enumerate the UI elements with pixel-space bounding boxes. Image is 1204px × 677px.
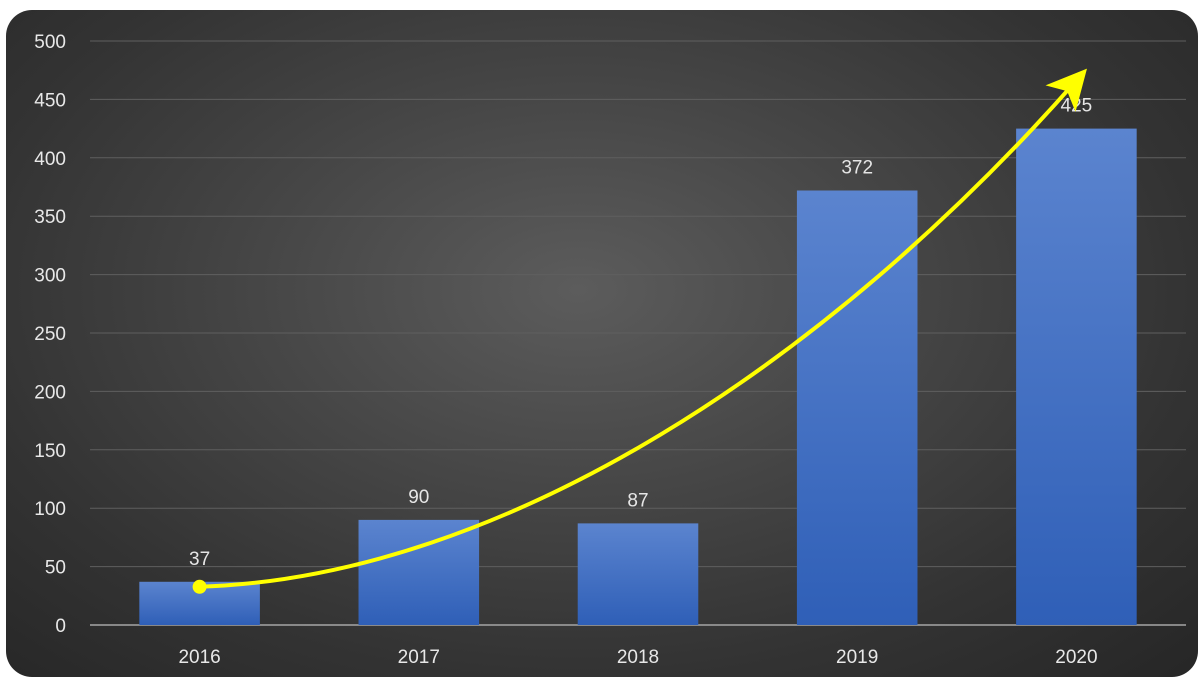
x-tick-label: 2016 bbox=[178, 647, 220, 668]
y-tick-label: 250 bbox=[34, 324, 66, 345]
trend-arrow-start-dot bbox=[192, 579, 207, 594]
data-label: 372 bbox=[841, 158, 873, 179]
data-label: 425 bbox=[1061, 96, 1093, 117]
bar-2020 bbox=[1016, 128, 1137, 625]
y-tick-label: 150 bbox=[34, 441, 66, 462]
data-label: 37 bbox=[189, 549, 210, 570]
x-tick-label: 2020 bbox=[1055, 647, 1097, 668]
y-tick-label: 350 bbox=[34, 207, 66, 228]
y-tick-label: 0 bbox=[55, 616, 66, 637]
trend-arrow-curve bbox=[199, 68, 1087, 589]
bar-2019 bbox=[796, 190, 918, 625]
y-tick-label: 500 bbox=[34, 32, 66, 53]
y-tick-label: 200 bbox=[34, 382, 66, 403]
y-tick-label: 400 bbox=[34, 149, 66, 170]
gridlines bbox=[90, 40, 1186, 626]
y-tick-label: 100 bbox=[34, 499, 66, 520]
data-label: 90 bbox=[408, 487, 429, 508]
chart-card: 0 50 100 150 200 250 300 350 400 450 500 2016 2017 20… bbox=[6, 10, 1198, 677]
y-tick-label: 450 bbox=[34, 90, 66, 111]
bars bbox=[139, 128, 1137, 625]
bar-2018 bbox=[577, 523, 699, 625]
data-label: 87 bbox=[627, 490, 648, 511]
y-tick-label: 300 bbox=[34, 266, 66, 287]
x-tick-label: 2019 bbox=[836, 647, 878, 668]
y-tick-label: 50 bbox=[45, 558, 66, 579]
trend-arrow bbox=[192, 68, 1087, 594]
bar-2017 bbox=[358, 519, 480, 625]
x-tick-label: 2018 bbox=[617, 647, 659, 668]
tick-labels: 0 50 100 150 200 250 300 350 400 450 500 2016 2017 20… bbox=[34, 32, 1097, 668]
bar-chart: 0 50 100 150 200 250 300 350 400 450 500 2016 2017 20… bbox=[34, 32, 1186, 668]
x-tick-label: 2017 bbox=[398, 647, 440, 668]
